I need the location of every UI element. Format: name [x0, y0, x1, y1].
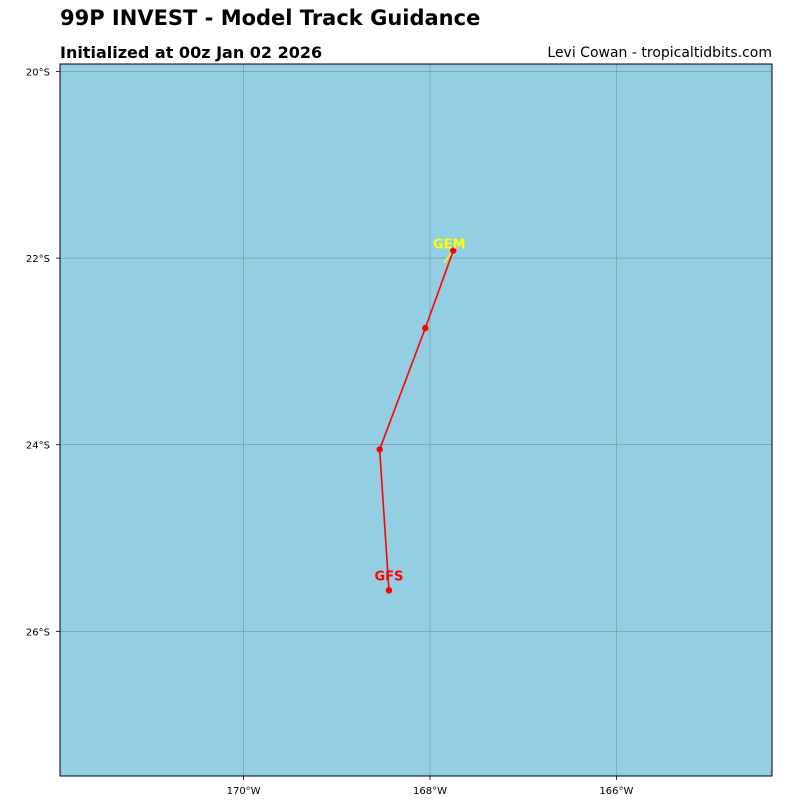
gfs-track-point	[385, 587, 393, 594]
chart-title: 99P INVEST - Model Track Guidance	[60, 6, 481, 30]
x-tick-label: 170°W	[227, 786, 261, 797]
gfs-label: GFS	[375, 569, 404, 584]
chart-subtitle: Initialized at 00z Jan 02 2026	[60, 43, 323, 62]
y-tick-label: 26°S	[26, 627, 50, 638]
gfs-track-point	[376, 446, 383, 453]
gfs-track-point	[450, 247, 457, 254]
y-tick-label: 24°S	[26, 441, 50, 452]
gfs-track-line	[378, 250, 455, 591]
x-tick-label: 166°W	[599, 786, 633, 797]
y-tick-label: 20°S	[26, 67, 50, 78]
x-tick-label: 168°W	[413, 786, 447, 797]
gfs-track-point	[422, 324, 429, 332]
ocean-background	[60, 64, 772, 776]
y-tick-label: 22°S	[26, 254, 50, 265]
credit-text: Levi Cowan - tropicaltidbits.com	[547, 45, 772, 61]
plot-frame	[59, 63, 773, 777]
gem-label: GEM	[433, 238, 466, 253]
